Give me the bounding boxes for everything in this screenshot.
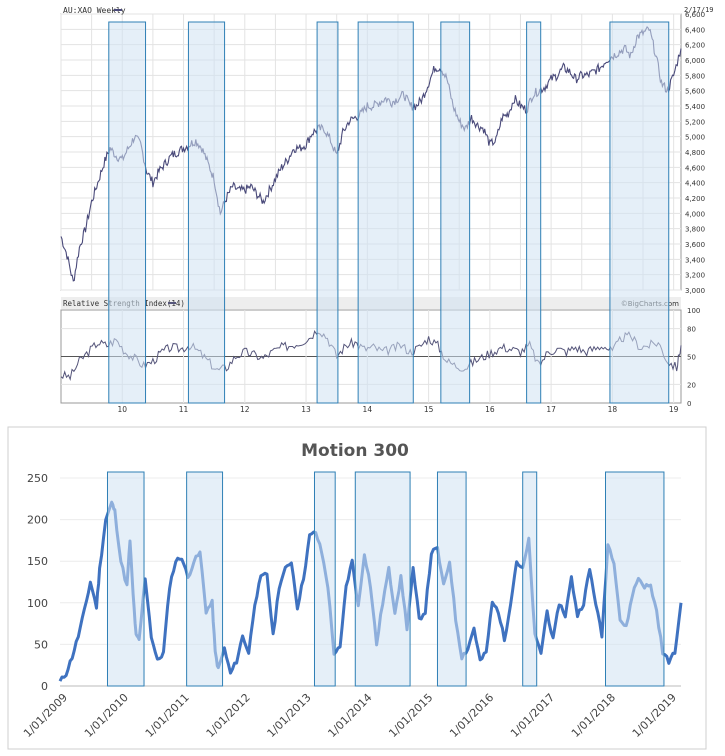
motion-chart-title: Motion 300 [301, 441, 409, 461]
rsi-x-tick-label: 11 [179, 405, 189, 414]
motion-y-tick-label: 250 [27, 472, 48, 485]
price-y-tick-label: 4,200 [685, 195, 705, 203]
rsi-x-tick-label: 18 [608, 405, 618, 414]
highlight-period-top [316, 21, 339, 404]
highlight-period-top [108, 21, 147, 404]
rsi-x-tick-label: 15 [424, 405, 434, 414]
rsi-y-tick-label: 50 [687, 354, 696, 362]
highlight-period-bottom [313, 471, 336, 687]
price-y-tick-label: 4,400 [685, 180, 705, 188]
motion-y-ticks: 0 50 100 150 200 250 [27, 472, 48, 693]
highlight-period-top [187, 21, 226, 404]
highlight-period-bottom [436, 471, 467, 687]
price-y-tick-label: 5,800 [685, 72, 705, 80]
price-y-ticks: 3,000 3,200 3,400 3,600 3,800 4,000 4,200 4,400… [685, 11, 705, 295]
highlight-period-bottom [354, 471, 411, 687]
rsi-y-tick-label: 100 [687, 307, 700, 315]
price-chart-title: AU:XAO Weekly [63, 6, 126, 15]
price-date-label: 2/17/19 [684, 6, 714, 14]
price-y-tick-label: 6,600 [685, 11, 705, 19]
rsi-x-ticks: 10 11 12 13 14 15 16 17 18 19 [117, 405, 678, 414]
price-y-tick-label: 3,200 [685, 272, 705, 280]
highlight-period-top [609, 21, 670, 404]
price-y-tick-label: 3,600 [685, 241, 705, 249]
rsi-x-tick-label: 12 [240, 405, 250, 414]
highlight-periods [106, 21, 670, 687]
rsi-y-tick-label: 20 [687, 381, 696, 389]
highlight-period-bottom [605, 471, 665, 687]
rsi-x-tick-label: 13 [301, 405, 311, 414]
rsi-y-tick-label: 0 [687, 400, 691, 408]
highlight-period-top [440, 21, 471, 404]
highlight-period-top [526, 21, 542, 404]
motion-y-tick-label: 100 [27, 597, 48, 610]
price-y-tick-label: 4,000 [685, 210, 705, 218]
highlight-period-top [357, 21, 414, 404]
rsi-x-tick-label: 16 [485, 405, 495, 414]
price-y-tick-label: 6,200 [685, 42, 705, 50]
highlight-period-bottom [106, 471, 145, 687]
rsi-y-tick-label: 80 [687, 326, 696, 334]
rsi-y-ticks: 100 80 50 20 0 [687, 307, 700, 408]
motion-y-tick-label: 0 [41, 680, 48, 693]
rsi-x-tick-label: 19 [669, 405, 679, 414]
motion-y-tick-label: 50 [34, 638, 48, 651]
price-y-tick-label: 6,400 [685, 26, 705, 34]
price-y-tick-label: 4,800 [685, 149, 705, 157]
price-y-tick-label: 6,000 [685, 57, 705, 65]
price-y-tick-label: 5,200 [685, 118, 705, 126]
price-y-tick-label: 5,000 [685, 134, 705, 142]
price-y-tick-label: 3,800 [685, 226, 705, 234]
price-y-tick-label: 4,600 [685, 164, 705, 172]
price-y-tick-label: 5,600 [685, 88, 705, 96]
price-y-tick-label: 3,000 [685, 287, 705, 295]
rsi-x-tick-label: 10 [117, 405, 127, 414]
motion-y-tick-label: 200 [27, 514, 48, 527]
price-y-tick-label: 3,400 [685, 256, 705, 264]
highlight-period-bottom [522, 471, 538, 687]
rsi-x-tick-label: 14 [363, 405, 373, 414]
rsi-x-tick-label: 17 [546, 405, 556, 414]
price-y-tick-label: 5,400 [685, 103, 705, 111]
highlight-period-bottom [186, 471, 224, 687]
motion-y-tick-label: 150 [27, 555, 48, 568]
